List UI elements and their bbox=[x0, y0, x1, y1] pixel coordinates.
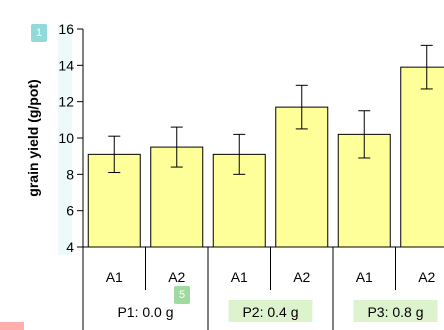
corner-marker bbox=[0, 322, 24, 330]
labels: 4 6 8 10 12 14 16 grain yield (g/pot) A1 A2 A1 A2 A1… bbox=[25, 21, 438, 322]
bar bbox=[400, 66, 444, 248]
bars bbox=[87, 66, 444, 248]
y-tick-label: 12 bbox=[58, 94, 74, 110]
ytick-highlight bbox=[58, 25, 72, 255]
axes bbox=[58, 25, 444, 330]
category-label: A1 bbox=[106, 269, 123, 285]
category-label: A2 bbox=[293, 269, 310, 285]
y-tick-label: 8 bbox=[66, 166, 74, 182]
bar bbox=[150, 146, 204, 248]
y-tick-label: 14 bbox=[58, 57, 74, 73]
group-label: P3: 0.8 g bbox=[367, 304, 423, 320]
group-label: P2: 0.4 g bbox=[242, 304, 298, 320]
y-axis-title: grain yield (g/pot) bbox=[25, 79, 41, 196]
y-tick-label: 4 bbox=[66, 239, 74, 255]
annotation-badge-1: 1 bbox=[31, 24, 47, 42]
group-highlight bbox=[353, 300, 438, 322]
group-label: P1: 0.0 g bbox=[117, 304, 173, 320]
group-highlight bbox=[228, 300, 313, 322]
annotation-badge-5: 5 bbox=[174, 286, 190, 304]
category-label: A2 bbox=[418, 269, 435, 285]
y-tick-label: 10 bbox=[58, 130, 74, 146]
error-bars bbox=[108, 44, 433, 175]
category-label: A1 bbox=[231, 269, 248, 285]
category-label: A1 bbox=[356, 269, 373, 285]
y-tick-label: 6 bbox=[66, 203, 74, 219]
category-label: A2 bbox=[168, 269, 185, 285]
y-tick-label: 16 bbox=[58, 21, 74, 37]
